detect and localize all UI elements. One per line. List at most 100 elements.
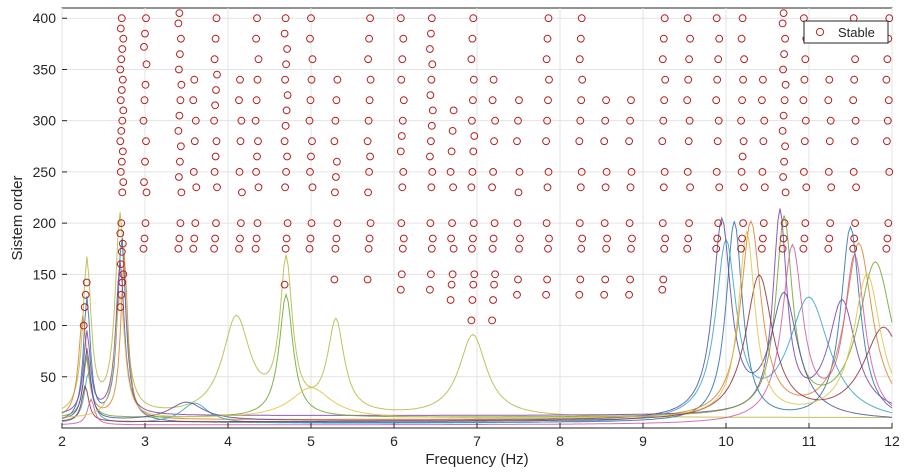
stable-point [399,96,408,105]
stable-point [252,234,261,243]
stable-point [177,80,186,89]
stable-point [117,247,126,256]
stable-point [116,229,125,238]
stable-point [575,290,584,299]
stable-point [738,152,747,161]
stable-point [118,75,127,84]
stable-point [778,126,787,135]
x-tick-label: 2 [58,433,66,449]
stable-point [365,96,374,105]
stable-point [489,168,498,176]
stable-point [237,219,245,228]
stable-point [882,75,891,84]
stable-point [738,234,746,243]
stable-point [332,173,340,181]
stable-point [397,270,406,279]
stable-point [575,137,584,146]
stable-point [398,116,407,125]
stable-point [849,96,858,105]
stable-point [139,116,148,125]
stable-point [331,188,339,197]
stable-point [330,137,339,146]
stable-point [660,244,669,253]
stable-point [236,75,244,84]
x-tick-label: 5 [307,433,315,449]
stable-point [883,234,892,243]
stable-point [331,116,340,125]
stable-point [254,137,262,146]
x-tick-label: 12 [884,433,900,449]
stable-point [489,296,498,304]
stable-point [177,188,186,197]
stable-point [174,244,183,253]
stable-point [427,29,435,38]
stable-point [141,29,149,38]
stable-point [427,270,435,279]
stable-point [449,183,458,192]
stable-point [578,75,587,84]
stable-point [307,14,315,23]
stable-point [659,275,668,284]
stable-point [306,234,315,243]
stable-point [142,14,150,23]
stable-point [212,14,221,23]
stable-point [545,234,553,243]
stable-point [468,296,477,304]
stable-point [515,168,524,176]
stable-point [142,188,151,197]
stable-point [576,34,585,43]
stable-point [575,55,584,64]
stable-point [825,137,834,146]
stable-point [627,96,635,105]
stable-point [575,219,584,228]
stable-point [882,244,891,253]
stable-point [118,147,127,156]
x-tick-label: 9 [639,433,647,449]
stable-point [601,183,610,192]
stable-point [542,55,551,64]
stable-point [427,183,436,192]
stable-point [117,157,126,166]
stable-point [117,126,126,135]
stable-point [366,75,375,84]
stable-points [79,9,894,330]
stable-point [446,296,455,304]
stable-point [236,234,244,243]
stable-point [80,303,89,312]
legend-box [803,20,889,44]
stable-point [280,280,289,289]
spectrum-curves [61,208,893,426]
stable-point [332,234,341,243]
stable-point [118,116,127,125]
stable-point [467,183,476,192]
stable-point [685,55,693,64]
stable-point [660,14,669,23]
stable-point [399,234,408,243]
stable-point [659,34,668,43]
stable-point [626,183,635,192]
stable-point [176,219,185,228]
stable-point [824,244,833,253]
stable-point [448,126,457,135]
stable-point [280,137,289,146]
stable-point [283,152,292,161]
stable-point [366,219,375,228]
stable-point [447,234,456,243]
stable-point [577,244,586,253]
stable-point [237,116,246,125]
x-tick-label: 3 [141,433,149,449]
stable-point [514,275,522,284]
stable-point [780,96,789,105]
stable-point [491,116,500,125]
stable-point [177,34,185,43]
stable-point [175,234,184,243]
stable-point [280,29,289,38]
stable-point [600,219,609,228]
stable-point [490,280,499,289]
stable-point [513,290,521,299]
stable-point [447,280,456,289]
stable-point [119,34,128,43]
stable-point [779,111,788,120]
stable-point [712,168,721,176]
